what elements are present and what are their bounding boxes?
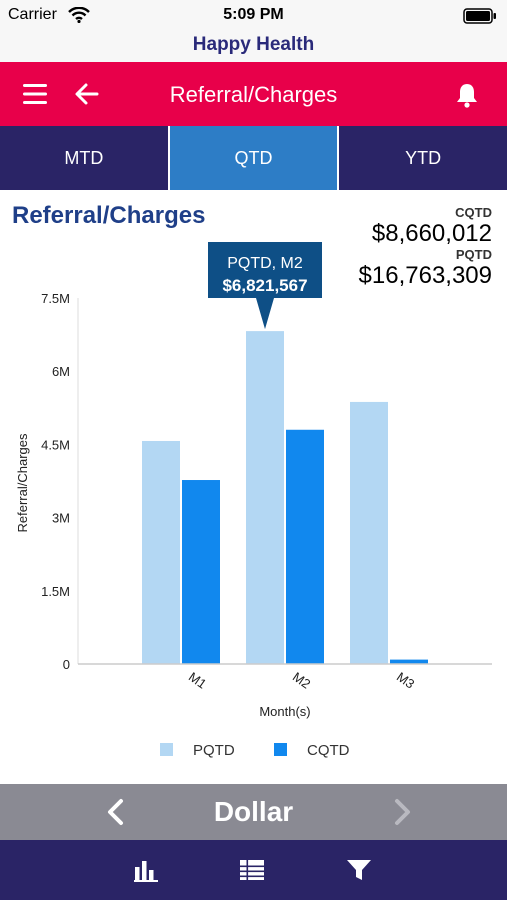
carrier-label: Carrier [8, 6, 57, 23]
tooltip-value: $6,821,567 [222, 276, 307, 295]
bar-chart-icon[interactable] [133, 858, 159, 882]
referral-charges-chart: 0 1.5M 3M 4.5M 6M 7.5M M1 M2 M3 PQTD, M2 $6,821,… [15, 242, 492, 759]
x-tick-label: M2 [290, 669, 313, 692]
bar-cqtd-m2[interactable] [286, 429, 324, 664]
y-tick-label: 7.5M [41, 291, 70, 306]
legend-label-cqtd: CQTD [307, 742, 350, 759]
x-axis-title: Month(s) [259, 704, 310, 719]
back-arrow-icon[interactable] [74, 82, 100, 106]
filter-icon[interactable] [346, 858, 372, 882]
tab-mtd[interactable]: MTD [64, 147, 104, 168]
metric-selector: Dollar [0, 784, 507, 840]
bar-cqtd-m1[interactable] [182, 480, 220, 664]
y-tick-label: 0 [63, 657, 70, 672]
y-tick-label: 1.5M [41, 584, 70, 599]
bell-icon[interactable] [455, 82, 479, 108]
app-title: Happy Health [192, 34, 315, 55]
tab-qtd[interactable]: QTD [167, 126, 338, 190]
battery-icon [463, 8, 496, 24]
tooltip-series-label: PQTD, M2 [227, 255, 303, 272]
y-axis-title: Referral/Charges [15, 433, 30, 532]
pqtd-value: $16,763,309 [358, 262, 492, 289]
status-time: 5:09 PM [223, 6, 284, 23]
bar-pqtd-m1[interactable] [142, 440, 180, 664]
section-title: Referral/Charges [12, 202, 206, 229]
legend-swatch-cqtd [274, 743, 287, 756]
menu-icon[interactable] [22, 82, 48, 106]
nav-title: Referral/Charges [169, 82, 338, 107]
cqtd-label: CQTD [455, 205, 492, 220]
y-tick-label: 3M [52, 511, 70, 526]
tooltip-box [208, 242, 322, 330]
cqtd-value: $8,660,012 [371, 220, 492, 247]
metric-label: Dollar [213, 796, 294, 827]
x-tick-label: M3 [394, 669, 417, 692]
pqtd-label: PQTD [455, 247, 492, 262]
tab-ytd[interactable]: YTD [337, 126, 507, 190]
x-tick-label: M1 [186, 669, 209, 692]
bar-tooltip: PQTD, M2 $6,821,567 [208, 242, 322, 330]
bar-cqtd-m3[interactable] [390, 659, 428, 664]
legend-label-pqtd: PQTD [193, 742, 235, 759]
chart-legend: PQTD CQTD [160, 742, 350, 759]
bottom-toolbar [0, 840, 507, 900]
list-icon[interactable] [239, 858, 265, 882]
bar-pqtd-m2[interactable] [246, 331, 284, 664]
summary-totals: CQTD $8,660,012 PQTD $16,763,309 [359, 206, 492, 290]
chevron-right-icon[interactable] [390, 798, 414, 826]
status-area: Carrier 5:09 PM Happy Health [0, 0, 507, 62]
wifi-icon [68, 7, 90, 23]
legend-swatch-pqtd [160, 743, 173, 756]
bar-pqtd-m3[interactable] [350, 401, 388, 664]
y-tick-label: 4.5M [41, 437, 70, 452]
chevron-left-icon[interactable] [104, 798, 128, 826]
navbar: Referral/Charges [0, 62, 507, 126]
y-tick-label: 6M [52, 364, 70, 379]
status-bar: Carrier 5:09 PM [0, 0, 507, 30]
period-tabs: MTD QTD YTD [0, 126, 507, 190]
